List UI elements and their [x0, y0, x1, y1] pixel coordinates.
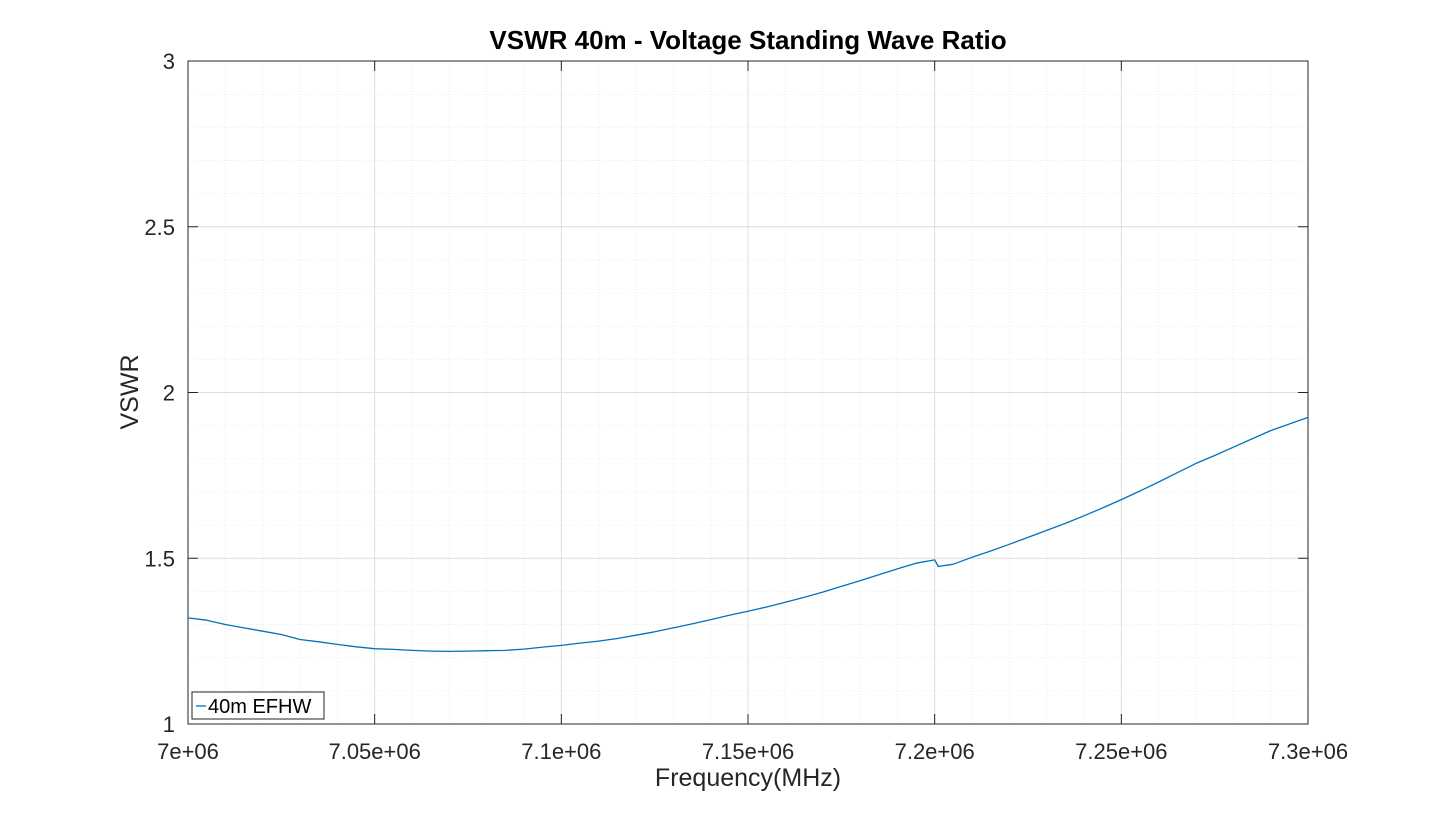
- x-tick-label: 7.15e+06: [702, 739, 794, 764]
- series-line: [187, 416, 1309, 653]
- y-tick-label: 3: [163, 49, 175, 74]
- x-tick-label: 7e+06: [157, 739, 219, 764]
- x-axis-label: Frequency(MHz): [655, 764, 841, 792]
- legend-label: 40m EFHW: [208, 696, 311, 718]
- y-axis-label: VSWR: [116, 355, 144, 430]
- legend: 40m EFHW: [191, 691, 325, 720]
- x-tick-label: 7.25e+06: [1075, 739, 1167, 764]
- y-tick-labels: 1 1.5 2 2.5 3: [144, 49, 175, 737]
- x-tick-label: 7.1e+06: [521, 739, 601, 764]
- chart-title: VSWR 40m - Voltage Standing Wave Ratio: [489, 25, 1006, 55]
- x-tick-label: 7.2e+06: [895, 739, 975, 764]
- x-tick-labels: 7e+06 7.05e+06 7.1e+06 7.15e+06 7.2e+06 7.25e…: [157, 739, 1348, 764]
- y-tick-label: 1.5: [144, 546, 175, 571]
- y-tick-label: 2: [163, 381, 175, 406]
- y-tick-label: 2.5: [144, 215, 175, 240]
- series-layer: [187, 416, 1309, 653]
- legend-box: [191, 691, 325, 720]
- x-tick-label: 7.3e+06: [1268, 739, 1348, 764]
- x-tick-label: 7.05e+06: [328, 739, 420, 764]
- y-tick-label: 1: [163, 712, 175, 737]
- plot-frame: [187, 60, 1309, 725]
